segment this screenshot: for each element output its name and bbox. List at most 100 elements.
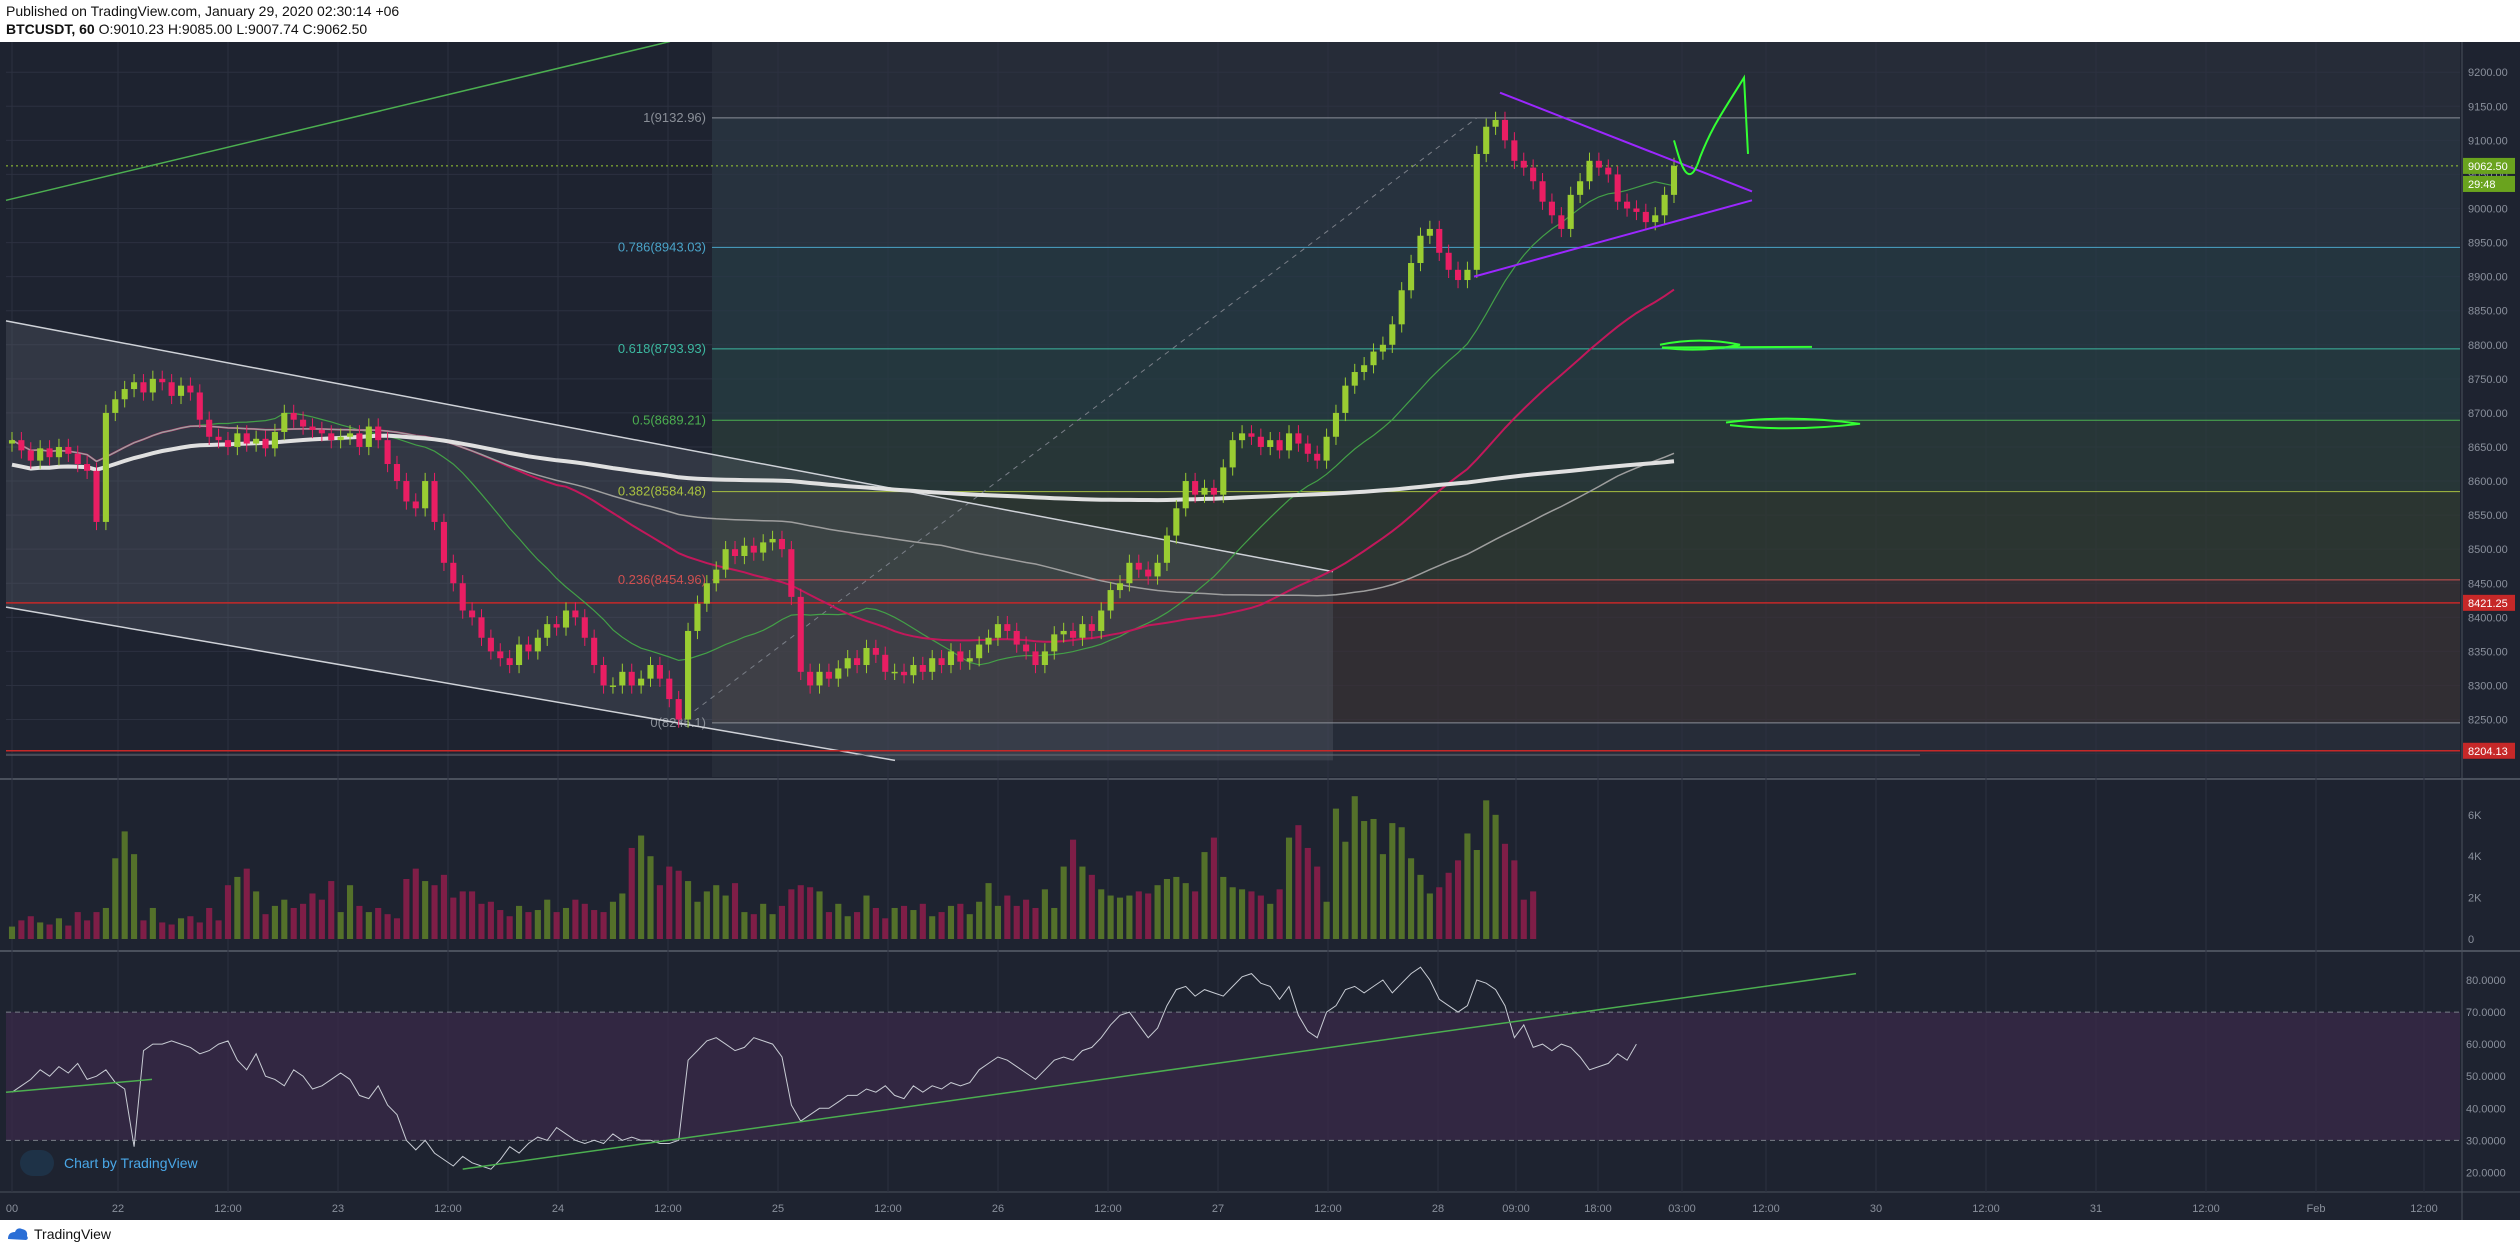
volume-bar xyxy=(1530,891,1537,939)
candle-body xyxy=(131,382,138,390)
volume-bar xyxy=(1060,866,1067,939)
candle-body xyxy=(1652,215,1659,223)
candle-body xyxy=(1389,324,1396,345)
volume-bar xyxy=(375,907,382,939)
candle-body xyxy=(1229,440,1236,468)
volume-bar xyxy=(318,899,325,939)
volume-bar xyxy=(985,883,992,939)
price-label-text: 9062.50 xyxy=(2468,161,2508,173)
volume-bar xyxy=(290,907,297,939)
candle-body xyxy=(722,549,729,570)
candle-body xyxy=(515,644,523,666)
candle-body xyxy=(525,644,532,652)
price-tick-label: 8250.00 xyxy=(2468,715,2508,727)
candle-body xyxy=(55,446,63,458)
drawings[interactable] xyxy=(1473,74,1861,430)
candle-body xyxy=(731,549,739,556)
price-tick-label: 8900.00 xyxy=(2468,272,2508,284)
candle-body xyxy=(1577,181,1584,195)
volume-bar xyxy=(1483,800,1490,939)
fib-zone xyxy=(712,117,2460,248)
candle-body xyxy=(375,426,382,441)
candle-body xyxy=(1398,290,1405,325)
candle-body xyxy=(891,671,898,674)
price-label-bg xyxy=(2463,175,2515,192)
volume-bar xyxy=(1088,874,1095,939)
volume-bar xyxy=(121,831,128,939)
candle-body xyxy=(497,651,504,659)
candle-body xyxy=(553,624,560,628)
symmetrical-triangle xyxy=(1473,91,1753,278)
candle-body xyxy=(778,538,786,550)
candle-body xyxy=(1623,201,1631,209)
volume-bar xyxy=(234,876,241,939)
price-tick-label: 9150.00 xyxy=(2468,101,2508,113)
candle-body xyxy=(1107,590,1114,611)
rsi-tick-label: 20.0000 xyxy=(2466,1167,2506,1179)
volume-bar xyxy=(1332,808,1340,939)
candle-body xyxy=(882,654,889,672)
candle-body xyxy=(1379,344,1386,352)
candle-body xyxy=(1285,433,1293,451)
fib-shade-bg xyxy=(712,42,2460,777)
volume-bar xyxy=(731,883,739,939)
candle-body xyxy=(469,610,476,618)
time-tick-label: 12:00 xyxy=(1752,1203,1780,1215)
volume-bar xyxy=(1257,895,1264,939)
volume-bar xyxy=(515,905,523,939)
tradingview-cloud-icon xyxy=(20,1150,54,1176)
volume-bar xyxy=(1492,814,1499,939)
fib-level-label: 0.236(8454.96) xyxy=(618,572,706,587)
ohlc-close: C:9062.50 xyxy=(302,21,368,37)
volume-bar xyxy=(1473,850,1480,939)
candle-body xyxy=(741,545,748,556)
candle-body xyxy=(1361,365,1368,373)
volume-bar xyxy=(562,907,570,939)
volume-bar xyxy=(1464,833,1471,939)
candle-body xyxy=(1595,160,1602,168)
candle-body xyxy=(234,433,241,447)
volume-bar xyxy=(1013,905,1020,939)
trend-lines[interactable] xyxy=(5,42,2460,762)
volume-bar xyxy=(102,907,109,939)
volume-bar xyxy=(1163,878,1171,939)
fib-retracement[interactable]: 1(9132.96) 0.786(8943.03) 0.618(8793.93) 0.… xyxy=(618,110,2460,730)
rsi-trendline xyxy=(5,1078,153,1093)
candle-body xyxy=(1530,167,1537,182)
candle-body xyxy=(1210,487,1217,495)
candle-body xyxy=(1051,634,1058,652)
volume-bar xyxy=(1239,889,1246,939)
volume-bar xyxy=(1192,891,1199,939)
volume-bar xyxy=(1426,893,1433,939)
price-tick-label: 8450.00 xyxy=(2468,578,2508,590)
volume-bar xyxy=(356,905,363,939)
candle-body xyxy=(149,378,156,393)
volume-bar xyxy=(1417,874,1424,939)
candle-body xyxy=(1567,194,1574,229)
time-tick-label: Feb xyxy=(2307,1203,2326,1215)
chart-canvas[interactable]: 1(9132.96) 0.786(8943.03) 0.618(8793.93) 0.… xyxy=(0,42,2520,1220)
volume-bar xyxy=(1351,796,1358,939)
candle-body xyxy=(1192,481,1199,495)
candle-body xyxy=(262,438,269,449)
support-scribble xyxy=(1725,417,1861,430)
candle-body xyxy=(957,651,964,662)
candle-body xyxy=(1492,119,1499,127)
candle-body xyxy=(393,464,401,482)
volume-bar xyxy=(450,897,457,939)
time-tick-label: 28 xyxy=(1432,1203,1444,1215)
candle-body xyxy=(609,685,617,687)
volume-bar xyxy=(1276,889,1283,939)
published-info: Published on TradingView.com, January 29… xyxy=(6,3,400,19)
volume-bar xyxy=(1398,827,1405,939)
volume-bar xyxy=(187,916,194,939)
footer-brand: TradingView xyxy=(34,1226,112,1242)
candle-body xyxy=(1126,562,1133,584)
volume-bar xyxy=(1267,903,1274,939)
candle-body xyxy=(760,542,767,553)
ma-100 xyxy=(11,425,1675,597)
price-tick-label: 8400.00 xyxy=(2468,612,2508,624)
candle-body xyxy=(713,569,720,584)
candle-body xyxy=(863,647,870,666)
ohlc-open: O:9010.23 xyxy=(98,21,164,37)
